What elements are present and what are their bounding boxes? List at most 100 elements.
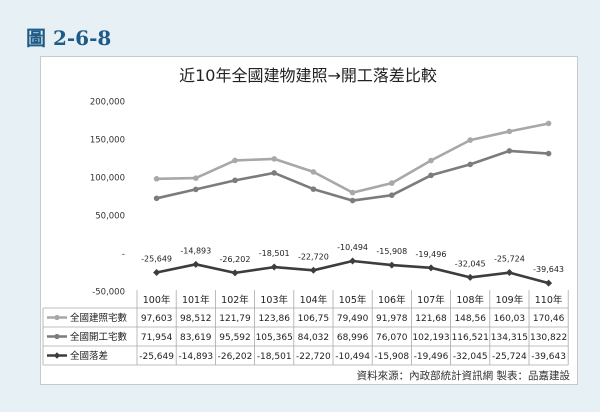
data-point [271,156,278,162]
data-point [349,257,357,265]
table-cell: 160,03 [494,314,526,324]
x-tick-label: 101年 [182,294,210,306]
data-point [232,177,238,184]
data-point [428,157,434,164]
legend-marker [54,333,60,340]
data-point [466,273,474,281]
legend-label: 全國開工宅數 [70,331,128,343]
y-tick-label: 100,000 [90,174,125,184]
x-tick-label: 105年 [339,294,367,306]
data-point [270,263,278,271]
data-point [467,161,474,168]
x-tick-label: 103年 [260,294,288,306]
table-cell: 105,365 [256,333,293,343]
data-point [310,186,317,192]
data-point [506,128,513,135]
data-point [505,269,513,277]
table-cell: 102,193 [412,333,449,343]
data-point [389,180,395,186]
table-cell: 98,512 [180,314,212,324]
table-cell: -25,724 [492,352,527,362]
data-point [153,176,160,182]
x-tick-label: 104年 [300,294,328,306]
table-cell: 76,070 [376,333,408,343]
data-label: -14,893 [180,246,211,255]
table-cell: 68,996 [337,333,369,343]
chart-panel [40,56,578,385]
data-label: -22,720 [298,252,329,261]
y-tick-label: - [122,250,125,260]
y-tick-label: -50,000 [92,288,125,298]
data-point [388,261,396,269]
legend-label: 全國落差 [70,350,108,362]
data-table: 100年 101年 102年 103年 104年 105年 106年 107年 108年 109年… [42,290,569,366]
table-cell: -25,649 [139,352,174,362]
data-point [231,269,239,277]
table-cell: 71,954 [141,333,173,343]
data-label: -10,494 [337,243,368,252]
data-point [271,170,278,176]
table-cell: 84,032 [298,333,330,343]
table-cell: -26,202 [218,352,253,362]
table-cell: 95,592 [219,333,251,343]
source-note: 資料來源：內政部統計資訊網 製表：品嘉建設 [356,370,570,382]
table-cell: -19,496 [414,352,449,362]
data-point [192,260,200,268]
table-cell: -22,720 [296,352,331,362]
data-point [545,150,552,157]
table-cell: 91,978 [376,314,408,324]
data-point [153,195,160,202]
data-label: -26,202 [220,255,251,264]
y-tick-label: 200,000 [90,98,125,108]
x-tick-label: 108年 [456,294,484,306]
y-axis: 200,000 150,000 100,000 50,000 - -50,000 [90,98,125,298]
data-label: -19,496 [416,250,447,259]
table-cell: 121,68 [415,314,447,324]
table-cell: 121,79 [219,314,251,324]
data-point [389,192,395,198]
data-label: -32,045 [455,259,486,268]
table-cell: 116,521 [452,333,489,343]
data-point [232,157,238,164]
data-label: -39,643 [533,265,564,274]
data-point [545,279,553,287]
data-point [349,189,356,196]
data-point [193,186,199,193]
data-point [427,264,435,272]
table-cell: 170,46 [533,314,565,324]
legend-marker [53,352,61,359]
chart-title: 近10年全國建物建照→開工落差比較 [179,66,437,85]
y-tick-label: 50,000 [95,212,125,222]
table-cell: 123,86 [258,314,290,324]
data-point [467,137,474,143]
table-cell: -32,045 [453,352,488,362]
data-point [193,175,199,181]
figure-label: 圖 2-6-8 [26,26,112,50]
x-tick-label: 102年 [221,294,249,306]
legend-marker [54,314,60,321]
x-tick-label: 107年 [417,294,445,306]
table-cell: 83,619 [180,333,212,343]
table-cell: -15,908 [374,352,409,362]
x-tick-label: 109年 [496,294,524,306]
table-cell: 106,75 [298,314,330,324]
data-point [506,148,513,154]
data-label: -25,724 [494,255,525,264]
table-cell: -18,501 [257,352,292,362]
data-point [309,266,317,274]
table-cell: -10,494 [335,352,370,362]
data-point [428,172,434,179]
data-label: -18,501 [259,249,290,258]
table-cell: 148,56 [454,314,486,324]
legend-label: 全國建照宅數 [70,312,128,324]
data-point [153,268,161,276]
table-cell: 130,822 [530,333,567,343]
series-lines: -25,649 -14,893 -26,202 -18,501 -22,720 -10,4… [141,120,564,287]
table-cell: 97,603 [141,314,173,324]
data-point [349,197,356,204]
table-cell: -39,643 [531,352,566,362]
x-tick-label: 106年 [378,294,406,306]
data-point [545,120,552,127]
